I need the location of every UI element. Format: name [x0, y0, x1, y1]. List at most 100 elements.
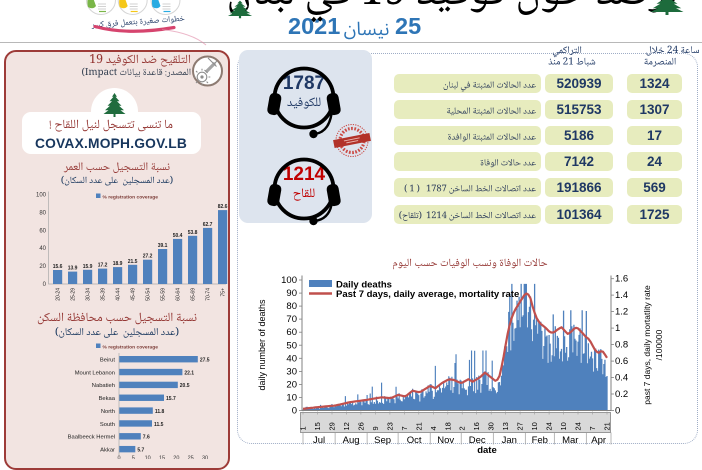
svg-text:15.7: 15.7: [166, 396, 176, 402]
svg-text:60-64: 60-64: [176, 288, 182, 301]
svg-text:Nabatieh: Nabatieh: [92, 383, 115, 389]
svg-text:10: 10: [145, 455, 151, 459]
svg-text:15: 15: [159, 455, 165, 459]
svg-text:Dec: Dec: [469, 435, 486, 446]
svg-text:17.2: 17.2: [98, 263, 108, 269]
svg-text:20: 20: [173, 455, 179, 459]
svg-text:100: 100: [281, 275, 297, 286]
svg-text:daily number of deaths: daily number of deaths: [257, 299, 267, 391]
svg-text:20.5: 20.5: [180, 383, 190, 389]
svg-text:0.2: 0.2: [615, 389, 628, 400]
svg-text:7.6: 7.6: [143, 435, 150, 441]
svg-text:Aug: Aug: [343, 435, 360, 446]
svg-text:4: 4: [429, 426, 438, 430]
svg-text:1: 1: [615, 323, 620, 334]
svg-text:7: 7: [400, 426, 409, 430]
svg-text:10: 10: [559, 422, 568, 430]
svg-text:50-54: 50-54: [146, 288, 152, 301]
svg-text:80: 80: [286, 301, 297, 312]
svg-text:70: 70: [286, 314, 297, 325]
svg-text:40-44: 40-44: [116, 288, 122, 301]
svg-text:90: 90: [286, 288, 297, 299]
svg-text:date: date: [477, 445, 497, 456]
svg-text:0.8: 0.8: [615, 340, 628, 351]
svg-text:Beirut: Beirut: [100, 358, 116, 364]
svg-text:10: 10: [286, 392, 297, 403]
svg-text:18.9: 18.9: [113, 261, 123, 267]
svg-text:60: 60: [39, 228, 46, 234]
svg-text:11.8: 11.8: [155, 409, 165, 415]
svg-text:7: 7: [588, 426, 597, 430]
svg-text:13.9: 13.9: [68, 266, 78, 272]
svg-text:27.5: 27.5: [200, 358, 210, 364]
svg-text:75+: 75+: [221, 288, 227, 297]
svg-text:100: 100: [36, 193, 47, 199]
svg-text:65-69: 65-69: [191, 288, 197, 301]
svg-text:27: 27: [516, 422, 525, 430]
svg-text:Jan: Jan: [502, 435, 517, 446]
svg-text:Akkar: Akkar: [100, 447, 115, 453]
svg-text:25: 25: [188, 455, 194, 459]
svg-text:20: 20: [286, 379, 297, 390]
svg-text:50.4: 50.4: [173, 233, 183, 239]
svg-text:South: South: [100, 422, 115, 428]
svg-text:Bekaa: Bekaa: [99, 396, 116, 402]
svg-text:Mar: Mar: [562, 435, 578, 446]
svg-text:2: 2: [458, 426, 467, 430]
svg-text:1.6: 1.6: [615, 274, 628, 285]
svg-text:82.6: 82.6: [218, 204, 228, 210]
svg-text:1: 1: [299, 426, 308, 430]
svg-text:Mount Lebanon: Mount Lebanon: [75, 370, 115, 376]
svg-text:50: 50: [286, 340, 297, 351]
svg-text:9: 9: [371, 426, 380, 430]
svg-text:40: 40: [39, 246, 46, 252]
svg-text:22.1: 22.1: [184, 370, 194, 376]
svg-text:45-49: 45-49: [131, 288, 137, 301]
svg-text:30: 30: [487, 422, 496, 430]
svg-text:% registration coverage: % registration coverage: [103, 344, 159, 350]
svg-text:0: 0: [117, 455, 120, 459]
svg-text:Baalbeeck Hermel: Baalbeeck Hermel: [68, 435, 115, 441]
svg-text:20: 20: [39, 264, 46, 270]
svg-text:13: 13: [501, 422, 510, 430]
svg-text:18: 18: [443, 422, 452, 430]
svg-text:62.7: 62.7: [203, 222, 213, 228]
svg-text:0: 0: [615, 406, 620, 417]
svg-text:20-24: 20-24: [56, 288, 62, 301]
svg-text:1.4: 1.4: [615, 290, 628, 301]
svg-text:55-59: 55-59: [161, 288, 167, 301]
svg-text:15.9: 15.9: [83, 264, 93, 270]
svg-text:30-34: 30-34: [86, 288, 92, 301]
svg-text:53.8: 53.8: [188, 230, 198, 236]
svg-text:29: 29: [327, 422, 336, 430]
svg-text:35-39: 35-39: [101, 288, 107, 301]
svg-text:Oct: Oct: [407, 435, 422, 446]
svg-text:26: 26: [356, 422, 365, 430]
svg-text:60: 60: [286, 327, 297, 338]
svg-text:27.2: 27.2: [143, 254, 153, 260]
svg-text:0: 0: [292, 406, 297, 417]
svg-text:0.6: 0.6: [615, 356, 628, 367]
svg-text:0: 0: [43, 282, 47, 288]
svg-text:24: 24: [574, 422, 583, 430]
svg-text:10: 10: [530, 422, 539, 430]
svg-text:39.1: 39.1: [158, 243, 168, 249]
svg-text:25-29: 25-29: [71, 288, 77, 301]
svg-text:70-74: 70-74: [206, 288, 212, 301]
svg-text:40: 40: [286, 353, 297, 364]
svg-text:Feb: Feb: [532, 435, 548, 446]
svg-text:0.4: 0.4: [615, 373, 628, 384]
svg-text:15: 15: [313, 422, 322, 430]
svg-text:North: North: [101, 409, 115, 415]
svg-text:24: 24: [545, 422, 554, 430]
svg-text:16: 16: [472, 422, 481, 430]
svg-text:Sep: Sep: [374, 435, 391, 446]
svg-text:30: 30: [286, 366, 297, 377]
svg-text:Nov: Nov: [437, 435, 454, 446]
svg-text:% registration coverage: % registration coverage: [103, 194, 159, 200]
svg-text:15.6: 15.6: [53, 264, 63, 270]
svg-text:80: 80: [39, 210, 46, 216]
svg-text:Jul: Jul: [313, 435, 325, 446]
svg-text:/100000: /100000: [654, 329, 664, 360]
svg-text:past 7 days, daily mortatlity: past 7 days, daily mortatlity rate: [642, 285, 652, 405]
